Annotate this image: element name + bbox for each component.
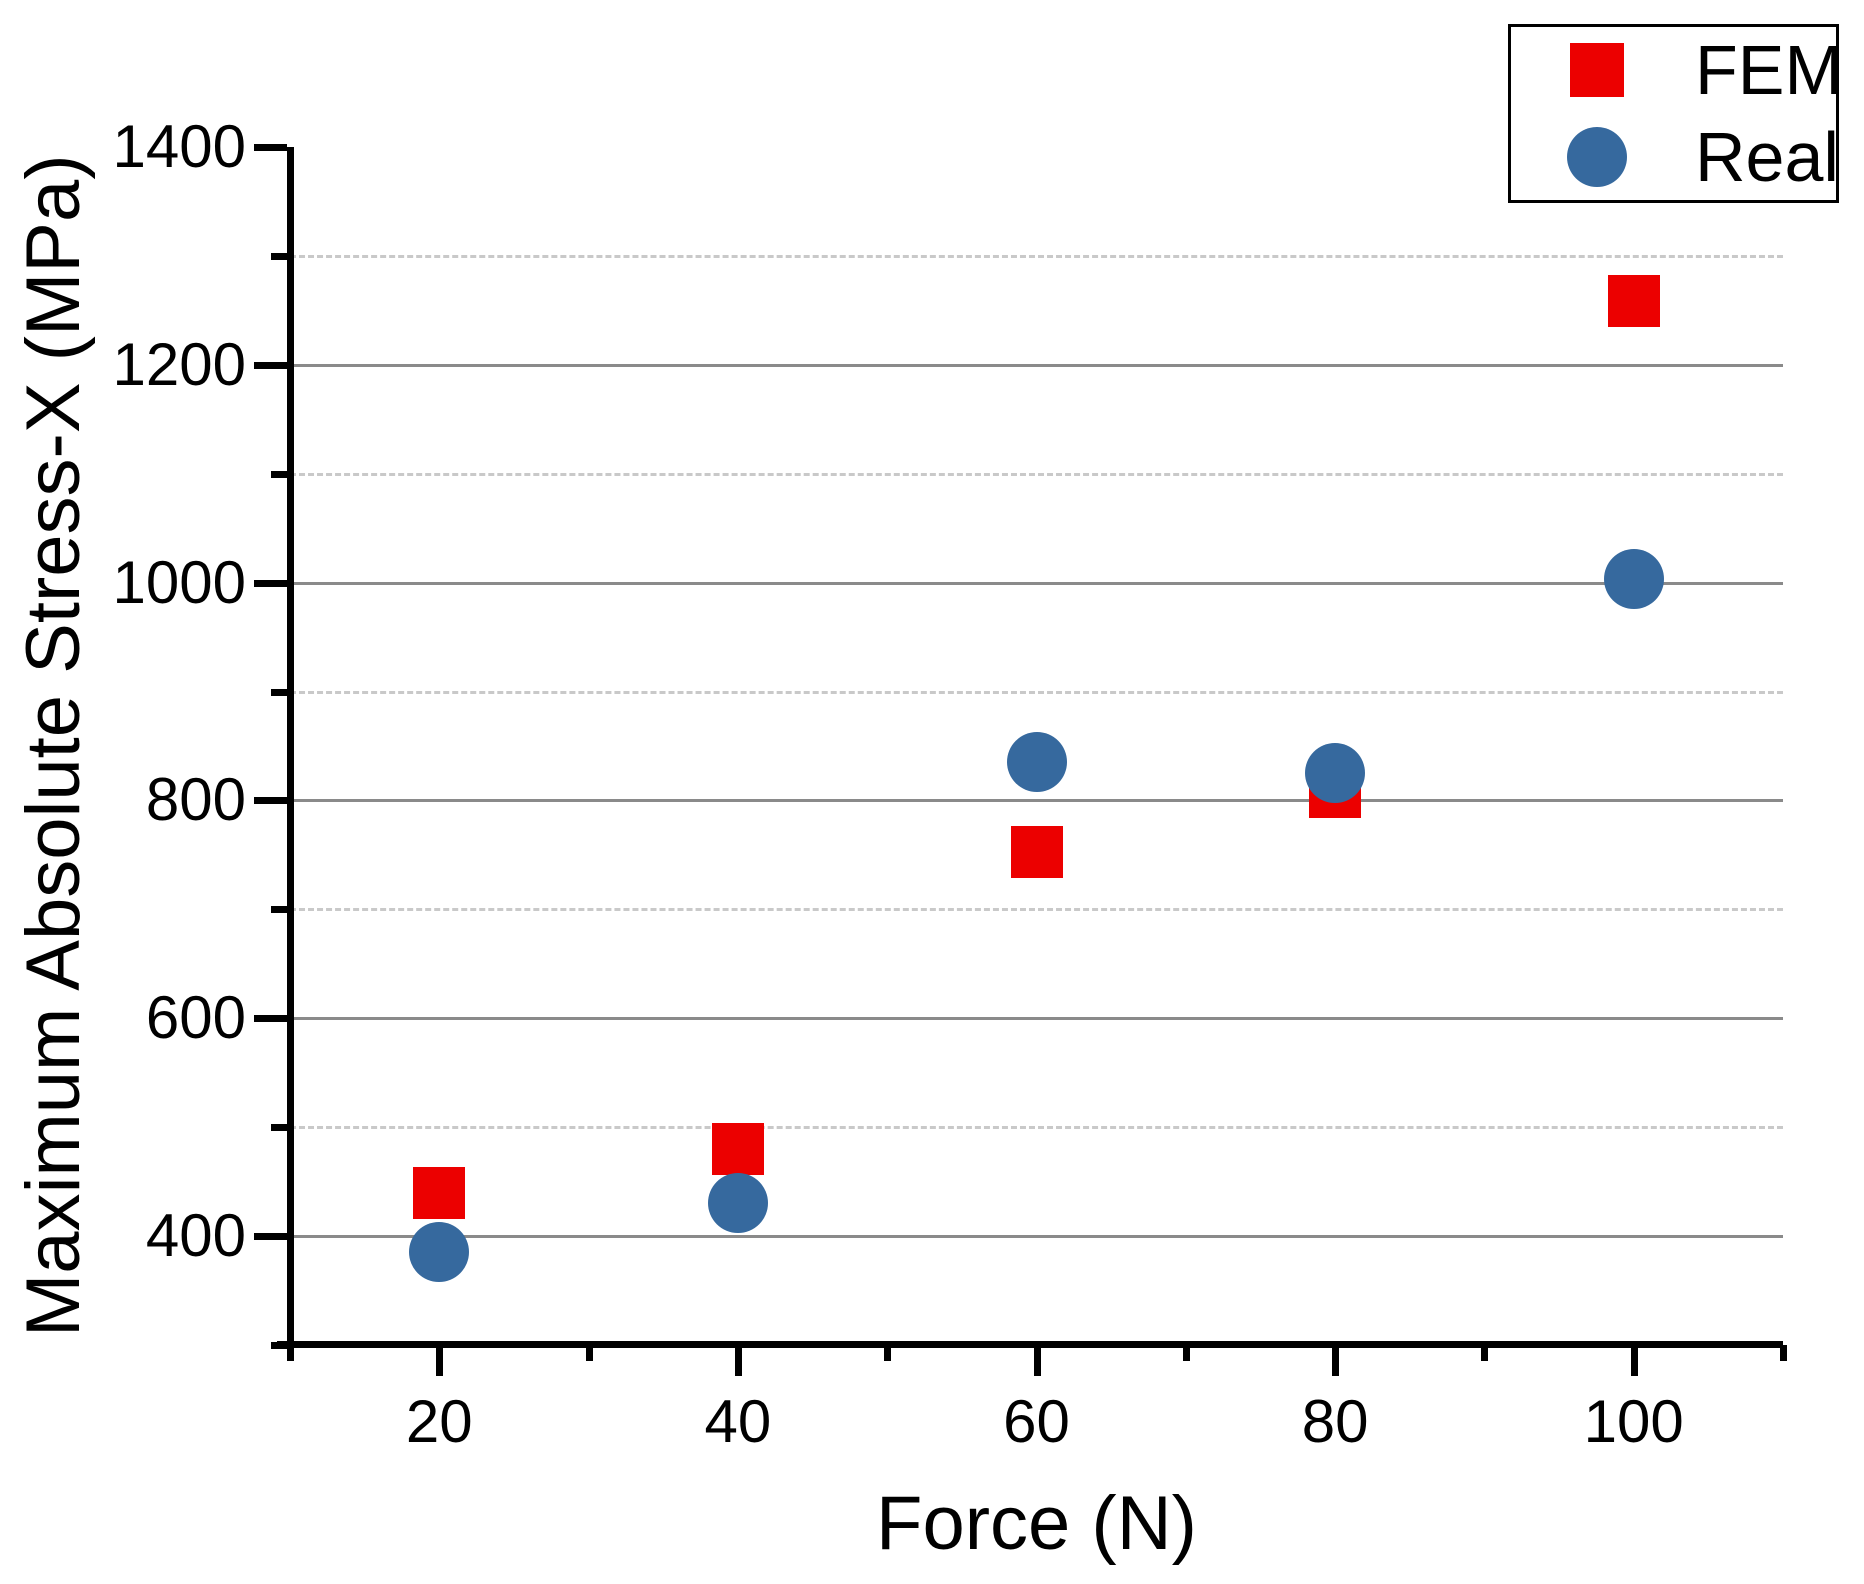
y-major-tick <box>254 1015 287 1023</box>
x-axis-title: Force (N) <box>876 1481 1197 1566</box>
major-gridline <box>290 799 1783 803</box>
x-minor-tick <box>1780 1345 1787 1361</box>
minor-gridline <box>290 908 1783 912</box>
plot-area <box>254 144 1787 1376</box>
real-marker <box>707 1173 768 1234</box>
real-marker <box>409 1222 470 1283</box>
minor-gridline <box>290 690 1783 694</box>
x-axis-line <box>277 1341 1783 1348</box>
x-minor-tick <box>1182 1345 1190 1361</box>
major-gridline <box>290 1017 1783 1021</box>
y-axis-line <box>287 147 294 1360</box>
y-tick-label: 400 <box>145 1202 246 1270</box>
legend-label-fem: FEM <box>1695 31 1843 110</box>
x-tick-label: 60 <box>1003 1388 1070 1455</box>
y-major-tick <box>254 797 287 805</box>
y-tick-label: 600 <box>145 984 246 1052</box>
y-minor-tick <box>271 1124 287 1132</box>
minor-gridline <box>290 254 1783 258</box>
legend-item-real: Real <box>1511 117 1839 196</box>
y-major-tick <box>254 579 287 587</box>
fem-marker <box>711 1122 764 1175</box>
x-major-tick <box>734 1345 742 1376</box>
y-major-tick <box>254 144 287 151</box>
fem-marker <box>1010 825 1063 878</box>
major-gridline <box>290 1235 1783 1239</box>
minor-gridline <box>290 472 1783 476</box>
real-marker <box>1603 549 1664 610</box>
y-minor-tick <box>271 252 287 260</box>
real-circle-icon <box>1567 126 1627 187</box>
real-marker <box>1006 732 1067 793</box>
y-minor-tick <box>271 1342 287 1349</box>
legend: FEM Real <box>1508 24 1843 203</box>
x-major-tick <box>1332 1345 1340 1376</box>
real-marker <box>1305 743 1366 804</box>
y-tick-label: 1400 <box>112 113 246 180</box>
x-minor-tick <box>585 1345 593 1361</box>
y-tick-label: 1000 <box>112 548 246 616</box>
y-tick-label: 800 <box>145 766 246 834</box>
y-tick-label: 1200 <box>112 330 246 398</box>
major-gridline <box>290 363 1783 367</box>
legend-label-real: Real <box>1695 117 1839 196</box>
y-minor-tick <box>271 906 287 914</box>
fem-marker <box>1607 274 1660 327</box>
major-gridline <box>290 581 1783 585</box>
x-tick-label: 100 <box>1583 1388 1684 1455</box>
y-major-tick <box>254 1233 287 1241</box>
x-minor-tick <box>1481 1345 1489 1361</box>
x-minor-tick <box>884 1345 892 1361</box>
x-tick-label: 20 <box>405 1388 473 1455</box>
y-axis-title: Maximum Absolute Stress-X (MPa) <box>11 154 96 1338</box>
x-major-tick <box>436 1345 444 1376</box>
legend-item-fem: FEM <box>1511 35 1843 105</box>
x-major-tick <box>1630 1345 1638 1376</box>
x-major-tick <box>1033 1345 1041 1376</box>
y-minor-tick <box>271 470 287 478</box>
fem-marker <box>413 1166 466 1219</box>
fem-square-icon <box>1570 43 1624 98</box>
y-minor-tick <box>271 688 287 696</box>
x-tick-label: 40 <box>704 1388 772 1455</box>
y-major-tick <box>254 361 287 369</box>
x-minor-tick <box>287 1345 294 1361</box>
x-tick-label: 80 <box>1301 1388 1369 1455</box>
minor-gridline <box>290 1126 1783 1130</box>
